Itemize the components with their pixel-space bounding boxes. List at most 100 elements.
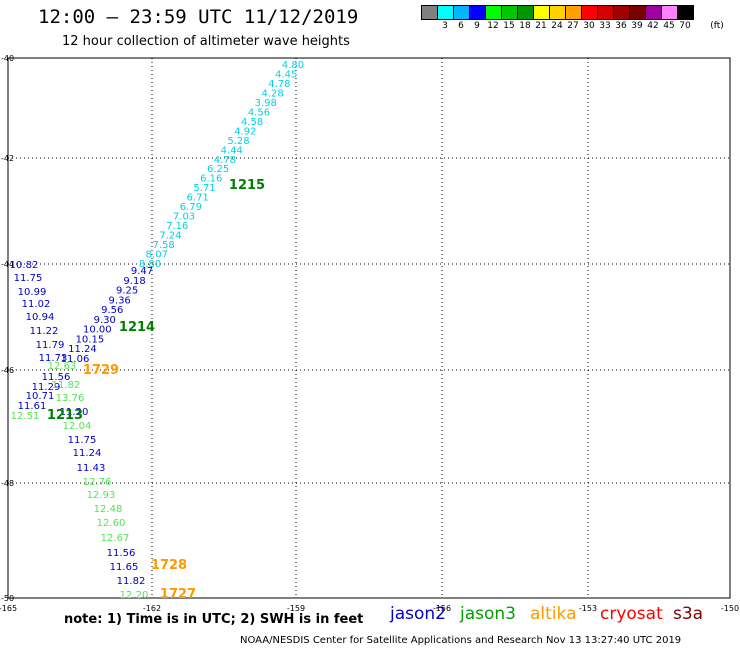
scale-label: 70 xyxy=(679,21,691,31)
color-scale-labels: 3 6 9 12 15 18 21 24 27 30 33 36 39 42 45 70 (ft) xyxy=(421,21,740,33)
wave-height-label: 10.00 xyxy=(83,325,112,336)
wave-height-label: 11.79 xyxy=(36,340,65,351)
wave-height-label: 11.82 xyxy=(117,576,146,587)
wave-height-label: 9.56 xyxy=(101,305,123,316)
legend-item-jason2: jason2 xyxy=(390,604,446,624)
wave-height-label: 6.16 xyxy=(200,174,222,185)
wave-height-label: 11.61 xyxy=(18,401,47,412)
map-frame xyxy=(7,57,731,599)
wave-height-label: 9.30 xyxy=(94,315,116,326)
time-label: 1728 xyxy=(151,558,187,573)
lat-label: -40 xyxy=(1,54,14,63)
scale-swatch xyxy=(677,5,694,20)
lon-label: -153 xyxy=(579,604,597,613)
wave-height-label: 3.98 xyxy=(255,98,277,109)
lat-label: -50 xyxy=(1,594,14,603)
time-label: 1214 xyxy=(119,320,155,335)
wave-height-label: 11.56 xyxy=(107,548,136,559)
wave-height-label: 7.16 xyxy=(166,221,188,232)
scale-label: 24 xyxy=(551,21,563,31)
time-label: 1213 xyxy=(47,408,83,423)
wave-height-label: 4.92 xyxy=(234,126,256,137)
lat-label: -48 xyxy=(1,479,14,488)
color-scale xyxy=(421,5,694,20)
wave-height-label: 4.58 xyxy=(241,117,263,128)
wave-height-label: 11.20 xyxy=(60,407,89,418)
wave-height-label: 5.28 xyxy=(227,136,249,147)
wave-height-label: 7.03 xyxy=(173,212,195,223)
wave-height-label: 11.22 xyxy=(30,326,59,337)
wave-height-label: 10.94 xyxy=(26,312,55,323)
scale-label: 3 xyxy=(442,21,448,31)
wave-height-label: 6.25 xyxy=(207,164,229,175)
map-subtitle: 12 hour collection of altimeter wave hei… xyxy=(62,34,350,49)
wave-height-label: 11.02 xyxy=(22,299,51,310)
scale-label: 27 xyxy=(567,21,579,31)
time-label: 1215 xyxy=(229,178,265,193)
scale-label: 9 xyxy=(474,21,480,31)
wave-height-label: 12.60 xyxy=(97,518,126,529)
wave-height-label: 6.79 xyxy=(180,202,202,213)
scale-label: 39 xyxy=(631,21,643,31)
wave-height-label: 12.63 xyxy=(48,361,77,372)
map-title: 12:00 — 23:59 UTC 11/12/2019 xyxy=(38,6,359,28)
wave-height-label: 4.44 xyxy=(221,145,243,156)
scale-label: 6 xyxy=(458,21,464,31)
wave-height-label: 5.71 xyxy=(193,183,215,194)
wave-height-label: 11.75 xyxy=(68,435,97,446)
lon-label: -150 xyxy=(721,604,739,613)
legend-item-s3a: s3a xyxy=(673,604,704,624)
wave-height-label: 8.80 xyxy=(139,259,161,270)
wave-height-label: 11.56 xyxy=(42,372,71,383)
scale-label: 30 xyxy=(583,21,595,31)
wave-height-label: 11.43 xyxy=(77,463,106,474)
wave-height-label: 12.48 xyxy=(94,504,123,515)
wave-height-label: 12.04 xyxy=(63,421,92,432)
scale-label: 15 xyxy=(503,21,515,31)
wave-height-label: 4.78 xyxy=(214,155,236,166)
legend-item-jason3: jason3 xyxy=(460,604,516,624)
lat-label: -46 xyxy=(1,366,14,375)
wave-height-label: 10.82 xyxy=(10,260,39,271)
wave-height-label: 9.25 xyxy=(116,286,138,297)
legend-item-altika: altika xyxy=(530,604,577,624)
wave-height-label: 9.36 xyxy=(109,295,131,306)
scale-label: 45 xyxy=(663,21,675,31)
lat-label: -42 xyxy=(1,154,14,163)
wave-height-label: 11.75 xyxy=(14,273,43,284)
wave-height-label: 7.24 xyxy=(159,231,181,242)
wave-height-label: 11.06 xyxy=(61,354,90,365)
wave-height-label: 12.67 xyxy=(101,533,130,544)
wave-height-label: 13.76 xyxy=(56,393,85,404)
legend-item-cryosat: cryosat xyxy=(600,604,663,624)
wave-height-label: 11.82 xyxy=(52,380,81,391)
wave-height-label: 11.29 xyxy=(32,382,61,393)
scale-label: 18 xyxy=(519,21,531,31)
wave-height-label: 9.47 xyxy=(131,266,153,277)
wave-height-label: 4.80 xyxy=(282,60,304,71)
scale-label: 42 xyxy=(647,21,659,31)
scale-label: 36 xyxy=(615,21,627,31)
wave-height-label: 12.51 xyxy=(11,411,40,422)
wave-height-label: 4.78 xyxy=(268,79,290,90)
wave-height-label: 12.20 xyxy=(120,590,149,601)
wave-height-label: 6.71 xyxy=(187,193,209,204)
time-label: 1727 xyxy=(160,587,196,602)
wave-height-label: 12.93 xyxy=(87,490,116,501)
units-note: note: 1) Time is in UTC; 2) SWH is in fe… xyxy=(64,612,364,627)
lon-label: -156 xyxy=(433,604,451,613)
wave-height-label: 7.58 xyxy=(152,240,174,251)
lon-label: -165 xyxy=(0,604,17,613)
scale-label: 21 xyxy=(535,21,547,31)
lon-label: -159 xyxy=(287,604,305,613)
footer-credit: NOAA/NESDIS Center for Satellite Applica… xyxy=(240,635,682,646)
wave-height-label: 4.56 xyxy=(248,107,270,118)
scale-label: 12 xyxy=(487,21,499,31)
scale-unit: (ft) xyxy=(710,21,724,31)
wave-height-label: 11.24 xyxy=(73,448,102,459)
wave-height-label: 9.18 xyxy=(123,276,145,287)
lat-label: -44 xyxy=(1,260,14,269)
scale-label: 33 xyxy=(599,21,611,31)
wave-height-label: 12.76 xyxy=(83,477,112,488)
